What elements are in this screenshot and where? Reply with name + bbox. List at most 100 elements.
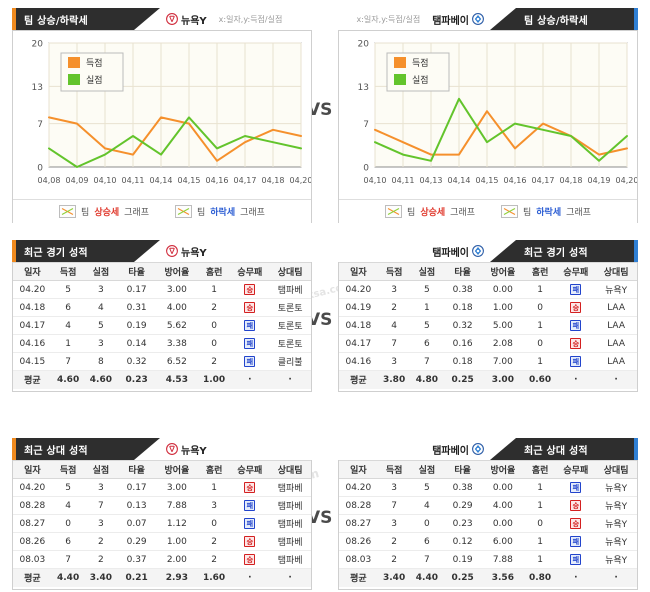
table-row[interactable]: 08.27 3 0 0.23 0.00 0 승 뉴욕Y: [339, 514, 637, 533]
cell-allowed: 3: [84, 478, 118, 497]
cell-allowed: 0: [410, 514, 444, 533]
home-recent-team-tag: 뉴욕Y: [160, 244, 213, 259]
cell-era: 1.00: [156, 532, 198, 551]
cell-opponent: LAA: [595, 352, 637, 371]
svg-text:04,09: 04,09: [66, 176, 89, 185]
cell-result: 승: [230, 298, 270, 317]
status-badge: 패: [570, 536, 582, 547]
cell-date: 04.18: [13, 298, 52, 317]
home-rising-graph-button[interactable]: 팀 상승세 그래프: [59, 205, 149, 218]
cell-hr: 2: [197, 352, 231, 371]
cell-avg: 0.21: [117, 568, 156, 587]
table-row[interactable]: 04.20 5 3 0.17 3.00 1 승 탬파베: [13, 280, 311, 299]
column-header: 방어율: [482, 460, 524, 479]
column-header: 일자: [339, 262, 378, 281]
cell-avg: 0.31: [117, 298, 156, 317]
table-average-row: 평균 4.40 3.40 0.21 2.93 1.60 · ·: [13, 568, 311, 587]
table-row[interactable]: 04.17 7 6 0.16 2.08 0 승 LAA: [339, 334, 637, 353]
table-row[interactable]: 08.03 7 2 0.37 2.00 2 승 탬파베: [13, 550, 311, 569]
column-header: 득점: [377, 262, 411, 281]
status-badge: 승: [244, 536, 256, 547]
status-badge: 승: [570, 302, 582, 313]
yankees-logo-icon: [166, 13, 178, 25]
cell-result: ·: [556, 568, 596, 587]
cell-runs: 2: [377, 532, 411, 551]
column-header: 득점: [51, 262, 85, 281]
column-header: 승무패: [556, 262, 596, 281]
cell-allowed: 5: [84, 316, 118, 335]
table-row[interactable]: 08.26 2 6 0.12 6.00 1 패 뉴욕Y: [339, 532, 637, 551]
cell-runs: 5: [51, 478, 85, 497]
table-row[interactable]: 04.16 1 3 0.14 3.38 0 패 토론토: [13, 334, 311, 353]
table-average-row: 평균 3.80 4.80 0.25 3.00 0.60 · ·: [339, 370, 637, 389]
table-header-row: 일자 득점 실점 타율 방어율 홈런 승무패 상대팀: [339, 262, 637, 281]
away-falling-graph-button[interactable]: 팀 하락세 그래프: [501, 205, 591, 218]
cell-runs: 5: [51, 280, 85, 299]
away-recent-table: 일자 득점 실점 타율 방어율 홈런 승무패 상대팀 04.20 3 5 0.38 0.00 1 패 뉴욕Y 0…: [339, 262, 637, 389]
table-row[interactable]: 04.18 6 4 0.31 4.00 2 승 토론토: [13, 298, 311, 317]
table-row[interactable]: 08.28 7 4 0.29 4.00 1 승 뉴욕Y: [339, 496, 637, 515]
accent-bar-icon: [634, 8, 638, 30]
table-row[interactable]: 08.28 4 7 0.13 7.88 3 패 탬파베: [13, 496, 311, 515]
cell-hr: 2: [197, 298, 231, 317]
home-trend-banner: 팀 상승/하락세: [12, 8, 160, 30]
cell-era: 1.00: [482, 298, 524, 317]
vs-separator-recent: VS: [307, 310, 333, 330]
away-trend-banner: 팀 상승/하락세: [490, 8, 638, 30]
cell-opponent: 토론토: [269, 334, 311, 353]
yankees-logo-icon: [166, 245, 178, 257]
home-falling-graph-button[interactable]: 팀 하락세 그래프: [175, 205, 265, 218]
cell-hr: 0: [197, 334, 231, 353]
cell-era: 4.00: [482, 496, 524, 515]
table-row[interactable]: 08.26 6 2 0.29 1.00 2 승 탬파베: [13, 532, 311, 551]
falling-graph-icon: [501, 205, 518, 218]
svg-text:04,15: 04,15: [178, 176, 201, 185]
cell-allowed: 4: [84, 298, 118, 317]
cell-era: 3.38: [156, 334, 198, 353]
home-rising-pre: 팀: [81, 208, 90, 218]
cell-allowed: 7: [84, 496, 118, 515]
cell-era: 2.00: [156, 550, 198, 569]
table-row[interactable]: 04.16 3 7 0.18 7.00 1 패 LAA: [339, 352, 637, 371]
away-recent-panel: 탬파베이 최근 경기 성적 일자 득점 실점 타율 방어율 홈런 승무패 상대팀 04.20 3 5…: [338, 240, 638, 392]
table-row[interactable]: 08.03 2 7 0.19 7.88 1 패 뉴욕Y: [339, 550, 637, 569]
cell-runs: 4.60: [51, 370, 85, 389]
cell-allowed: 7: [410, 550, 444, 569]
cell-allowed: 6: [410, 532, 444, 551]
cell-avg: 0.23: [443, 514, 482, 533]
table-row[interactable]: 04.20 5 3 0.17 3.00 1 승 탬파베: [13, 478, 311, 497]
away-rising-graph-button[interactable]: 팀 상승세 그래프: [385, 205, 475, 218]
cell-opponent: LAA: [595, 298, 637, 317]
cell-runs: 3: [377, 478, 411, 497]
cell-runs: 4: [51, 316, 85, 335]
cell-avg: 0.29: [443, 496, 482, 515]
cell-result: 패: [556, 280, 596, 299]
status-badge: 승: [244, 482, 256, 493]
home-falling-pre: 팀: [197, 208, 206, 218]
table-row[interactable]: 04.20 3 5 0.38 0.00 1 패 뉴욕Y: [339, 280, 637, 299]
away-h2h-table: 일자 득점 실점 타율 방어율 홈런 승무패 상대팀 04.20 3 5 0.38 0.00 1 패 뉴욕Y 0…: [339, 460, 637, 587]
cell-runs: 6: [51, 532, 85, 551]
cell-allowed: 5: [410, 478, 444, 497]
cell-era: 0.00: [482, 514, 524, 533]
away-h2h-team-tag: 탬파베이: [426, 442, 490, 457]
cell-date: 04.15: [13, 352, 52, 371]
table-row[interactable]: 04.19 2 1 0.18 1.00 0 승 LAA: [339, 298, 637, 317]
cell-opponent: 뉴욕Y: [595, 496, 637, 515]
cell-allowed: 3: [84, 334, 118, 353]
table-row[interactable]: 04.15 7 8 0.32 6.52 2 패 클리불: [13, 352, 311, 371]
cell-hr: 1: [523, 352, 557, 371]
home-axis-note: x:일자,y:득점/실점: [218, 14, 283, 24]
svg-text:04,11: 04,11: [392, 176, 415, 185]
away-h2h-table-box: 일자 득점 실점 타율 방어율 홈런 승무패 상대팀 04.20 3 5 0.38 0.00 1 패 뉴욕Y 0…: [338, 460, 638, 590]
status-badge: 승: [570, 500, 582, 511]
table-row[interactable]: 08.27 0 3 0.07 1.12 0 패 탬파베: [13, 514, 311, 533]
away-h2h-team-name: 탬파베이: [432, 445, 469, 457]
table-row[interactable]: 04.17 4 5 0.19 5.62 0 패 토론토: [13, 316, 311, 335]
column-header: 방어율: [156, 262, 198, 281]
table-row[interactable]: 04.18 4 5 0.32 5.00 1 패 LAA: [339, 316, 637, 335]
cell-era: 0.00: [482, 280, 524, 299]
home-trend-header: 팀 상승/하락세 뉴욕Y x:일자,y:득점/실점: [12, 8, 312, 30]
table-row[interactable]: 04.20 3 5 0.38 0.00 1 패 뉴욕Y: [339, 478, 637, 497]
cell-runs: 3.40: [377, 568, 411, 587]
